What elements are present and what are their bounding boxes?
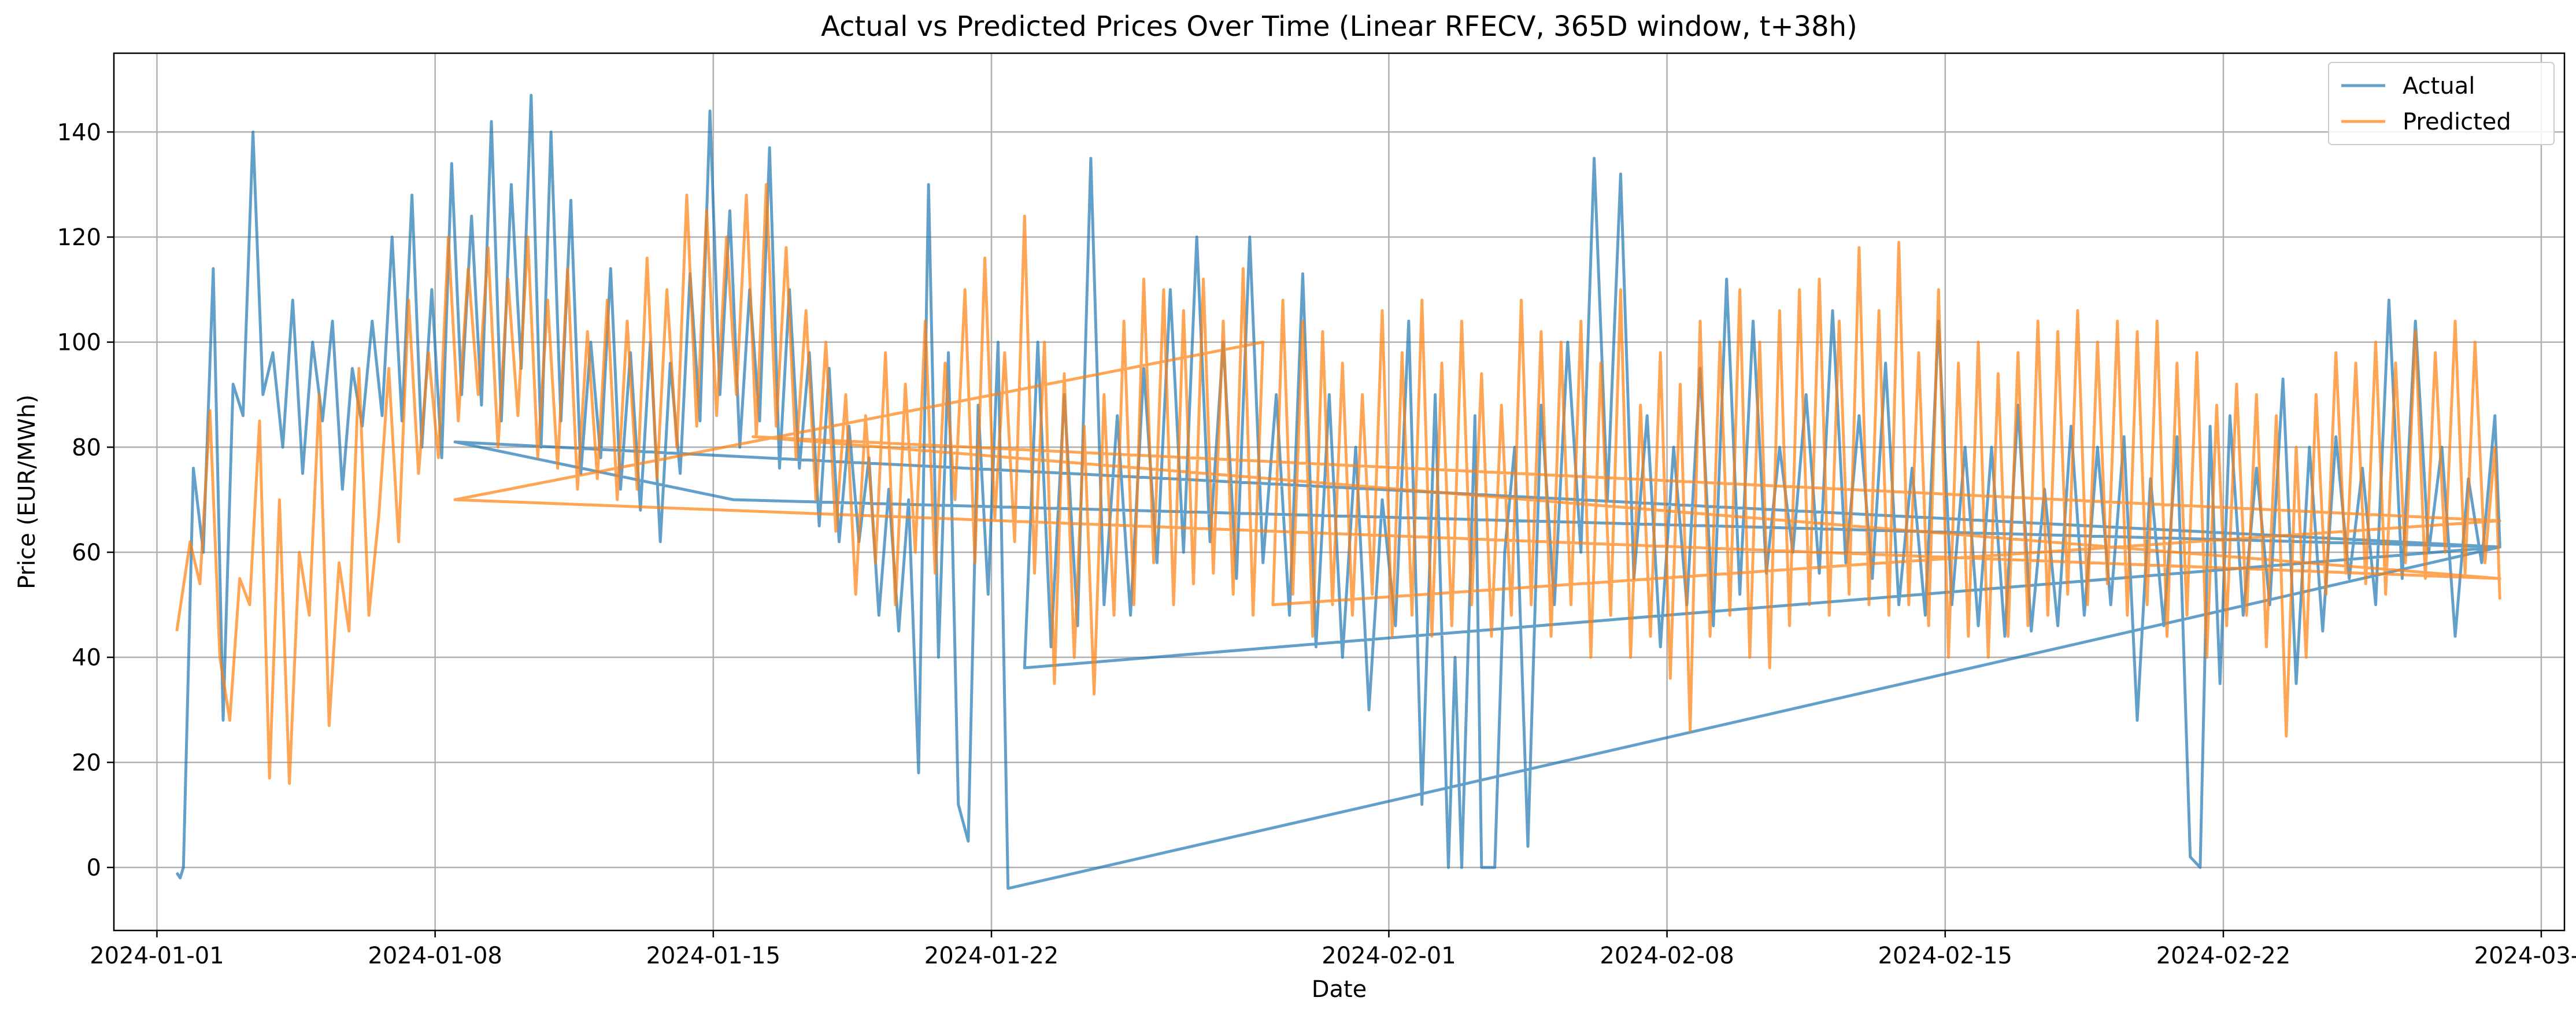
y-tick-label: 60 bbox=[72, 540, 101, 566]
legend: Actual Predicted bbox=[2328, 62, 2555, 145]
chart-title: Actual vs Predicted Prices Over Time (Li… bbox=[821, 10, 1857, 43]
y-tick-label: 120 bbox=[57, 224, 101, 251]
x-tick-label: 2024-01-22 bbox=[924, 943, 1058, 969]
x-tick-label: 2024-01-01 bbox=[90, 943, 224, 969]
x-tick-label: 2024-02-08 bbox=[1600, 943, 1734, 969]
y-tick-label: 140 bbox=[57, 119, 101, 146]
x-axis-title: Date bbox=[1312, 976, 1367, 1003]
plot-area bbox=[175, 94, 2501, 890]
y-tick-label: 40 bbox=[72, 645, 101, 671]
y-tick-label: 100 bbox=[57, 330, 101, 356]
x-axis: 2024-01-01 2024-01-08 2024-01-15 2024-01-22… bbox=[90, 930, 2576, 969]
y-axis-title: Price (EUR/MWh) bbox=[14, 394, 40, 589]
legend-box bbox=[2328, 62, 2555, 145]
x-tick-label: 2024-01-08 bbox=[368, 943, 502, 969]
x-tick-label: 2024-02-15 bbox=[1878, 943, 2012, 969]
y-tick-label: 80 bbox=[72, 434, 101, 461]
y-tick-label: 0 bbox=[87, 855, 101, 881]
plot-frame bbox=[113, 52, 2566, 932]
y-tick-label: 20 bbox=[72, 749, 101, 776]
x-tick-label: 2024-02-22 bbox=[2156, 943, 2290, 969]
series-line-predicted bbox=[175, 183, 2501, 785]
x-tick-label: 2024-01-15 bbox=[646, 943, 780, 969]
legend-label-actual: Actual bbox=[2403, 73, 2475, 99]
legend-label-predicted: Predicted bbox=[2403, 109, 2511, 135]
x-tick-label: 2024-02-01 bbox=[1322, 943, 1456, 969]
y-axis: 0 20 40 60 80 100 120 140 bbox=[57, 119, 114, 881]
x-tick-label: 2024-03-01 bbox=[2474, 943, 2576, 969]
